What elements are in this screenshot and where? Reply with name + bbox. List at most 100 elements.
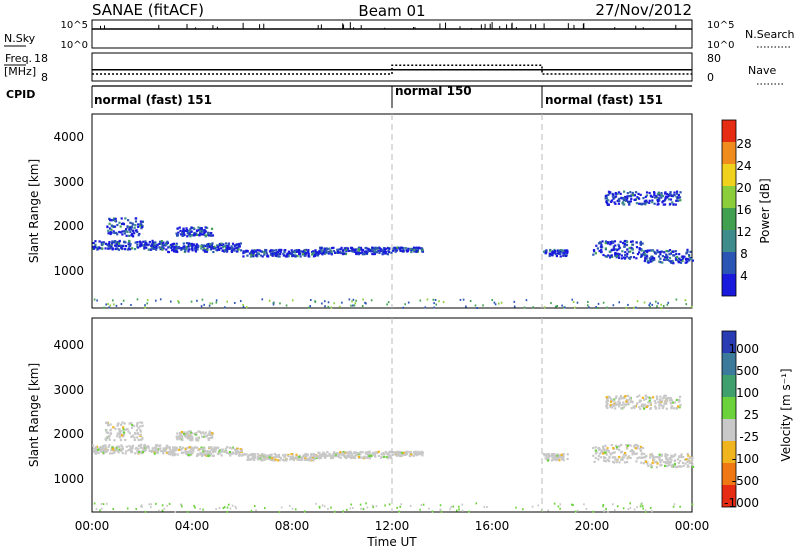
echo-point xyxy=(564,254,568,258)
echo-point xyxy=(552,454,556,457)
echo-point xyxy=(656,398,659,401)
echo-point xyxy=(555,252,559,255)
echo-point xyxy=(212,250,215,254)
echo-point xyxy=(314,251,318,254)
echo-point xyxy=(208,430,211,433)
echo-point xyxy=(182,431,186,434)
echo-point xyxy=(187,242,190,245)
echo-point xyxy=(600,451,603,454)
echo-point xyxy=(329,456,333,460)
echo-point xyxy=(283,250,286,254)
echo-point xyxy=(120,302,123,305)
echo-point xyxy=(617,445,621,448)
echo-point xyxy=(223,245,227,248)
echo-point xyxy=(216,452,219,456)
echo-point xyxy=(190,435,194,438)
echo-point xyxy=(353,456,357,460)
echo-point xyxy=(295,250,299,253)
echo-point xyxy=(195,243,198,246)
echo-point xyxy=(420,450,423,453)
echo-point xyxy=(139,220,143,223)
echo-point xyxy=(208,234,211,237)
echo-point xyxy=(140,451,143,455)
echo-point xyxy=(104,444,107,447)
echo-point xyxy=(648,399,651,402)
echo-point xyxy=(628,247,631,250)
echo-point xyxy=(205,234,208,237)
echo-point xyxy=(122,428,125,431)
echo-point xyxy=(219,449,222,452)
echo-point xyxy=(308,456,311,459)
echo-point xyxy=(395,249,399,252)
echo-point xyxy=(314,254,317,257)
vel-cb-tick-minus500: -500 xyxy=(732,474,759,488)
echo-point xyxy=(202,245,205,248)
echo-point xyxy=(690,460,693,463)
echo-point xyxy=(686,452,689,455)
echo-point xyxy=(297,250,301,253)
echo-point xyxy=(669,202,672,206)
echo-point xyxy=(122,433,126,437)
echo-point xyxy=(151,239,154,242)
echo-point xyxy=(151,241,155,244)
station-title: SANAE (fitACF) xyxy=(92,1,204,19)
echo-point xyxy=(688,456,691,460)
echo-point xyxy=(604,247,608,250)
echo-point xyxy=(615,254,619,257)
echo-point xyxy=(180,451,183,454)
velocity-colorbar-ticks: 1000 500 100 25 -25 -100 -500 -1000 xyxy=(724,342,759,510)
echo-point xyxy=(143,243,146,247)
echo-point xyxy=(683,255,686,258)
echo-point xyxy=(181,230,185,233)
echo-point xyxy=(270,453,273,456)
echo-point xyxy=(558,249,561,252)
echo-point xyxy=(186,433,189,436)
echo-point xyxy=(272,249,276,252)
echo-point xyxy=(227,243,230,246)
power-colorbar xyxy=(721,119,737,297)
velocity-colorbar-swatch xyxy=(722,485,736,507)
echo-point xyxy=(115,447,118,450)
echo-point xyxy=(677,196,680,199)
echo-point xyxy=(341,301,343,304)
echo-point xyxy=(649,506,652,509)
echo-point xyxy=(355,454,358,457)
echo-point xyxy=(154,241,157,244)
echo-point xyxy=(254,455,257,458)
echo-point xyxy=(102,447,105,450)
echo-point xyxy=(327,507,329,510)
echo-point xyxy=(168,448,171,451)
echo-point xyxy=(150,503,153,506)
echo-point xyxy=(211,448,214,451)
echo-point xyxy=(278,459,281,462)
echo-point xyxy=(559,250,562,254)
echo-point xyxy=(601,246,604,249)
echo-point xyxy=(330,306,333,309)
echo-point xyxy=(184,447,187,450)
echo-point xyxy=(649,407,653,410)
echo-point xyxy=(120,449,123,453)
echo-point xyxy=(190,242,194,246)
echo-point xyxy=(128,432,131,435)
echo-point xyxy=(545,458,548,461)
echo-point xyxy=(636,300,639,303)
echo-point xyxy=(194,433,197,436)
echo-point xyxy=(677,193,680,197)
power-colorbar-swatch xyxy=(722,230,736,252)
echo-point xyxy=(165,243,168,246)
echo-point xyxy=(610,444,613,447)
echo-point xyxy=(661,397,664,400)
echo-point xyxy=(128,245,131,248)
echo-point xyxy=(426,298,429,301)
echo-point xyxy=(684,462,687,465)
echo-point xyxy=(386,303,388,306)
echo-point xyxy=(121,233,124,236)
echo-point xyxy=(166,240,169,243)
echo-point xyxy=(420,247,423,250)
echo-point xyxy=(320,247,323,250)
echo-point xyxy=(658,457,661,461)
echo-point xyxy=(625,400,628,403)
nsky-label: N.Sky xyxy=(4,32,36,45)
echo-point xyxy=(264,248,267,252)
echo-point xyxy=(558,454,561,457)
